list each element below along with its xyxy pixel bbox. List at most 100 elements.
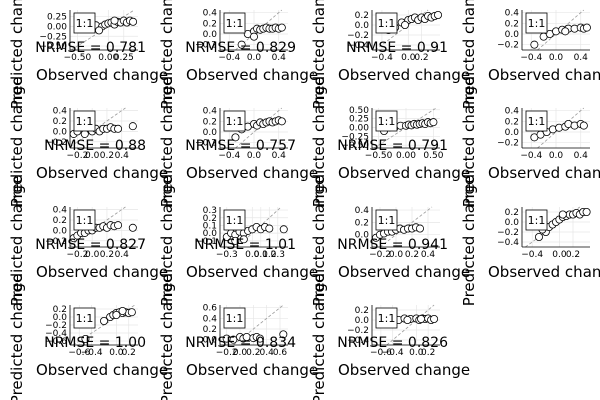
x-tick-label: −0.4 — [520, 53, 542, 63]
legend-label: 1:1 — [378, 312, 396, 325]
legend-label: 1:1 — [378, 17, 396, 30]
y-tick-label: 0.0 — [203, 336, 218, 346]
x-axis-label: Observed change — [36, 263, 168, 281]
x-tick-label: 0.4 — [574, 53, 589, 63]
y-tick-label: −0.6 — [45, 337, 67, 347]
data-point — [129, 17, 138, 26]
x-tick-label: 0.0 — [233, 348, 248, 358]
y-axis-label: Predicted change — [310, 176, 328, 306]
legend-box — [525, 209, 548, 231]
y-tick-label: 0.4 — [53, 206, 68, 216]
y-tick-label: 0.0 — [203, 229, 218, 239]
x-tick-label: 0.00 — [98, 53, 118, 63]
x-tick-label: −0.4 — [371, 53, 393, 63]
x-tick-label: −0.2 — [369, 250, 391, 260]
legend-box — [375, 12, 398, 34]
x-tick-label: 0.0 — [247, 151, 262, 161]
y-axis-label: Predicted change — [158, 77, 176, 207]
y-tick-label: 0.2 — [53, 117, 67, 127]
x-tick-label: −0.4 — [218, 53, 240, 63]
x-tick-label: −0.4 — [382, 348, 404, 358]
data-point — [249, 32, 258, 41]
data-point — [114, 221, 123, 230]
identity-line — [69, 206, 126, 247]
y-tick-label: 0.2 — [505, 19, 519, 29]
y-axis-label: Predicted change — [310, 0, 328, 109]
y-tick-label: 0.0 — [505, 128, 520, 138]
y-tick-label: 0.0 — [203, 128, 218, 138]
x-tick-label: 0.4 — [272, 151, 287, 161]
legend-label: 1:1 — [226, 17, 244, 30]
y-tick-label: 0.3 — [203, 206, 217, 216]
subplot-1: 1:1−0.50 0.000.250.250.00−0.25−0.50Observ… — [8, 0, 168, 109]
y-tick-label: −0.2 — [497, 41, 519, 51]
x-tick-label: 0.0 — [552, 250, 567, 260]
y-tick-label: 0.4 — [505, 107, 520, 117]
y-tick-label: 0.2 — [505, 117, 519, 127]
y-tick-label: −0.25 — [341, 132, 369, 142]
legend-box — [375, 110, 398, 132]
x-tick-label: 0.00 — [396, 151, 416, 161]
nrmse-label: NRMSE = 0.91 — [346, 40, 448, 56]
data-point — [429, 118, 438, 127]
y-tick-label: 0.2 — [203, 325, 217, 335]
y-tick-label: −0.2 — [195, 139, 217, 149]
x-tick-label: 0.1 — [254, 250, 268, 260]
y-tick-label: −0.2 — [45, 321, 67, 331]
x-axis-label: Observed change — [186, 361, 318, 379]
subplot-13: 1:1−0.6−0.4 0.00.20.20.0−0.2−0.4−0.6Obser… — [8, 274, 168, 400]
y-tick-label: 0.4 — [203, 314, 218, 324]
y-tick-label: 0.0 — [53, 226, 68, 236]
data-point — [401, 20, 410, 29]
x-tick-label: 0.2 — [405, 250, 419, 260]
y-tick-label: −0.2 — [45, 237, 67, 247]
legend-label: 1:1 — [378, 115, 396, 128]
data-point — [277, 117, 286, 126]
x-tick-label: 0.4 — [115, 250, 130, 260]
y-axis-label: Predicted change — [460, 77, 478, 207]
x-tick-label: 0.4 — [272, 53, 287, 63]
data-point — [110, 16, 119, 25]
x-axis-label: Observed change — [338, 361, 470, 379]
x-tick-label: 0.0 — [409, 348, 424, 358]
x-axis-label: Observed change — [338, 164, 470, 182]
y-tick-label: −0.4 — [45, 329, 67, 339]
data-point — [535, 232, 544, 241]
x-tick-label: −0.50 — [365, 151, 393, 161]
legend-box — [73, 209, 96, 231]
y-tick-label: 0.2 — [355, 306, 369, 316]
data-point — [114, 124, 123, 133]
x-tick-label: 0.4 — [260, 348, 275, 358]
identity-line — [386, 304, 435, 346]
x-axis-label: Observed change — [338, 66, 470, 84]
y-tick-label: −0.2 — [45, 138, 67, 148]
y-tick-label: 0.25 — [349, 115, 369, 125]
y-axis-label: Predicted change — [158, 274, 176, 400]
data-point — [222, 334, 231, 343]
x-tick-label: 0.2 — [100, 151, 114, 161]
y-tick-label: 0.1 — [203, 221, 217, 231]
nrmse-label: NRMSE = 0.829 — [185, 40, 296, 56]
y-axis-label: Predicted change — [310, 274, 328, 400]
data-point — [582, 207, 591, 216]
x-tick-label: −0.2 — [66, 151, 88, 161]
y-tick-label: 0.0 — [203, 30, 218, 40]
y-tick-label: −0.2 — [195, 41, 217, 51]
y-tick-label: −0.2 — [347, 31, 369, 41]
y-tick-label: 0.4 — [505, 9, 520, 19]
data-point — [231, 133, 240, 142]
legend-box — [223, 307, 246, 329]
data-point — [403, 315, 412, 324]
x-tick-label: −0.4 — [81, 348, 103, 358]
legend-label: 1:1 — [226, 214, 244, 227]
nrmse-label: NRMSE = 0.826 — [337, 335, 448, 351]
legend-label: 1:1 — [528, 115, 546, 128]
y-tick-label: 0.2 — [355, 11, 369, 21]
y-tick-label: 0.0 — [53, 313, 68, 323]
x-axis-label: Observed change — [488, 263, 600, 281]
